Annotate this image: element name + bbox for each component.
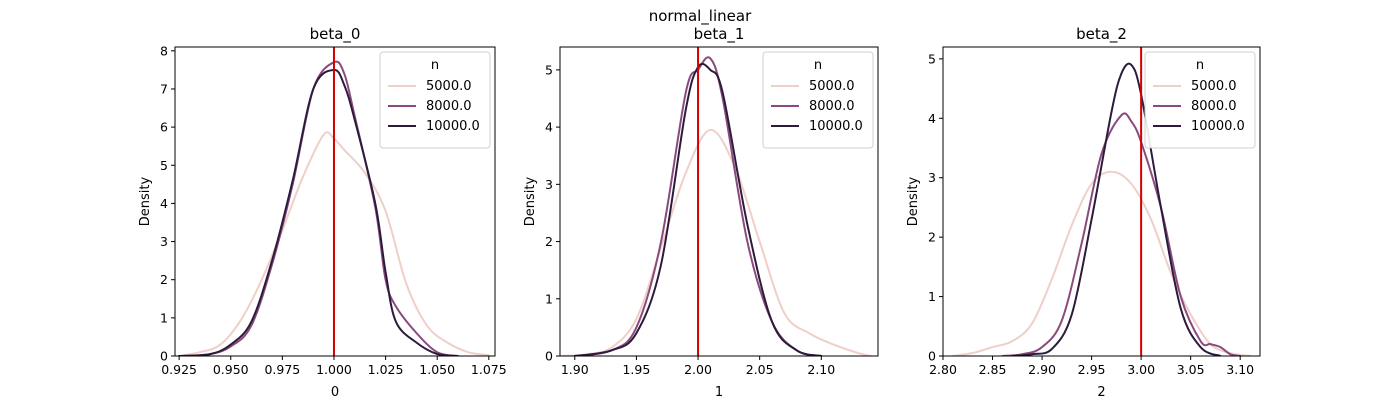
x-axis-label: 2 (1097, 385, 1105, 400)
legend-frame (762, 51, 874, 149)
x-tick-label: 1.90 (561, 362, 589, 377)
x-tick-label: 0.950 (213, 362, 249, 377)
subplot-beta-1: 1.90 1.95 2.00 2.05 2.10 0 1 2 3 4 5 beta_1 1 Density… (523, 25, 879, 400)
y-tick-label: 5 (928, 51, 936, 66)
series-lines (561, 56, 872, 356)
density-line-n-5000-0 (561, 128, 872, 356)
x-tick-label: 2.95 (1078, 362, 1106, 377)
axes-frame (942, 46, 1261, 357)
legend-entry-label: 8000.0 (426, 99, 472, 114)
x-axis-label: 1 (715, 385, 723, 400)
y-tick-label: 2 (160, 272, 168, 287)
y-tick-label: 4 (545, 120, 553, 135)
x-tick-label: 2.10 (807, 362, 835, 377)
legend-entry-label: 5000.0 (1191, 79, 1237, 94)
axes-frame (174, 46, 496, 357)
density-line-n-10000-0 (573, 62, 823, 356)
y-tick-label: 0 (928, 349, 936, 364)
x-tick-label: 0.975 (264, 362, 300, 377)
axes-frame (559, 46, 879, 357)
legend-entry-label: 5000.0 (426, 79, 472, 94)
legend-entry-label: 10000.0 (426, 119, 480, 134)
x-tick-label: 1.075 (471, 362, 507, 377)
x-tick-label: 3.10 (1226, 362, 1254, 377)
subplot-title: beta_0 (310, 25, 361, 44)
y-tick-label: 6 (160, 120, 168, 135)
x-tick-label: 2.80 (929, 362, 957, 377)
y-tick-label: 1 (160, 310, 168, 325)
legend-title: n (814, 58, 822, 73)
legend-title: n (1196, 58, 1204, 73)
x-tick-label: 3.05 (1177, 362, 1205, 377)
x-tick-label: 0.925 (161, 362, 197, 377)
legend-entry-label: 8000.0 (1191, 99, 1237, 114)
subplot-title: beta_2 (1076, 25, 1127, 44)
y-tick-label: 2 (928, 230, 936, 245)
density-line-n-8000-0 (1001, 112, 1242, 356)
x-tick-label: 2.90 (1028, 362, 1056, 377)
y-tick-label: 7 (160, 81, 168, 96)
y-tick-label: 4 (928, 111, 936, 126)
density-line-n-5000-0 (951, 170, 1252, 356)
density-line-n-10000-0 (178, 68, 459, 356)
subplots: 0.925 0.950 0.975 1.000 1.025 1.050 1.075 0 1 2 3 4… (138, 25, 1261, 400)
series-lines (951, 62, 1252, 356)
legend-entry-label: 5000.0 (809, 79, 855, 94)
y-tick-label: 2 (545, 234, 553, 249)
x-tick-label: 2.05 (746, 362, 774, 377)
x-tick-label: 2.00 (684, 362, 712, 377)
y-tick-label: 3 (928, 170, 936, 185)
y-tick-label: 8 (160, 43, 168, 58)
x-tick-label: 3.00 (1127, 362, 1155, 377)
y-tick-label: 3 (545, 177, 553, 192)
y-axis-label: Density (523, 176, 538, 226)
x-tick-label: 2.85 (979, 362, 1007, 377)
y-axis-label: Density (906, 176, 921, 226)
legend-frame (1144, 51, 1256, 149)
y-tick-label: 1 (545, 291, 553, 306)
legend-title: n (431, 58, 439, 73)
legend-entry-label: 10000.0 (1191, 119, 1245, 134)
x-tick-label: 1.050 (419, 362, 455, 377)
legend-frame (379, 51, 491, 149)
y-tick-label: 1 (928, 289, 936, 304)
density-line-n-10000-0 (1011, 62, 1222, 356)
x-tick-label: 1.025 (368, 362, 404, 377)
y-tick-label: 0 (160, 349, 168, 364)
legend-entry-label: 8000.0 (809, 99, 855, 114)
x-tick-label: 1.000 (316, 362, 352, 377)
legend: n 5000.0 8000.0 10000.0 (1144, 51, 1256, 149)
subplot-beta-0: 0.925 0.950 0.975 1.000 1.025 1.050 1.075 0 1 2 3 4… (138, 25, 507, 400)
density-line-n-8000-0 (178, 60, 459, 356)
legend: n 5000.0 8000.0 10000.0 (379, 51, 491, 149)
legend: n 5000.0 8000.0 10000.0 (762, 51, 874, 149)
subplot-title: beta_1 (694, 25, 745, 44)
y-tick-label: 5 (160, 158, 168, 173)
x-axis-label: 0 (331, 385, 339, 400)
x-tick-label: 1.95 (622, 362, 650, 377)
y-tick-label: 0 (545, 349, 553, 364)
figure-suptitle: normal_linear (649, 7, 752, 26)
legend-entry-label: 10000.0 (809, 119, 863, 134)
subplot-beta-2: 2.80 2.85 2.90 2.95 3.00 3.05 3.10 0 1 2 3 4 5 beta_2… (906, 25, 1261, 400)
y-tick-label: 5 (545, 62, 553, 77)
y-tick-label: 3 (160, 234, 168, 249)
y-tick-label: 4 (160, 196, 168, 211)
y-axis-label: Density (138, 176, 153, 226)
